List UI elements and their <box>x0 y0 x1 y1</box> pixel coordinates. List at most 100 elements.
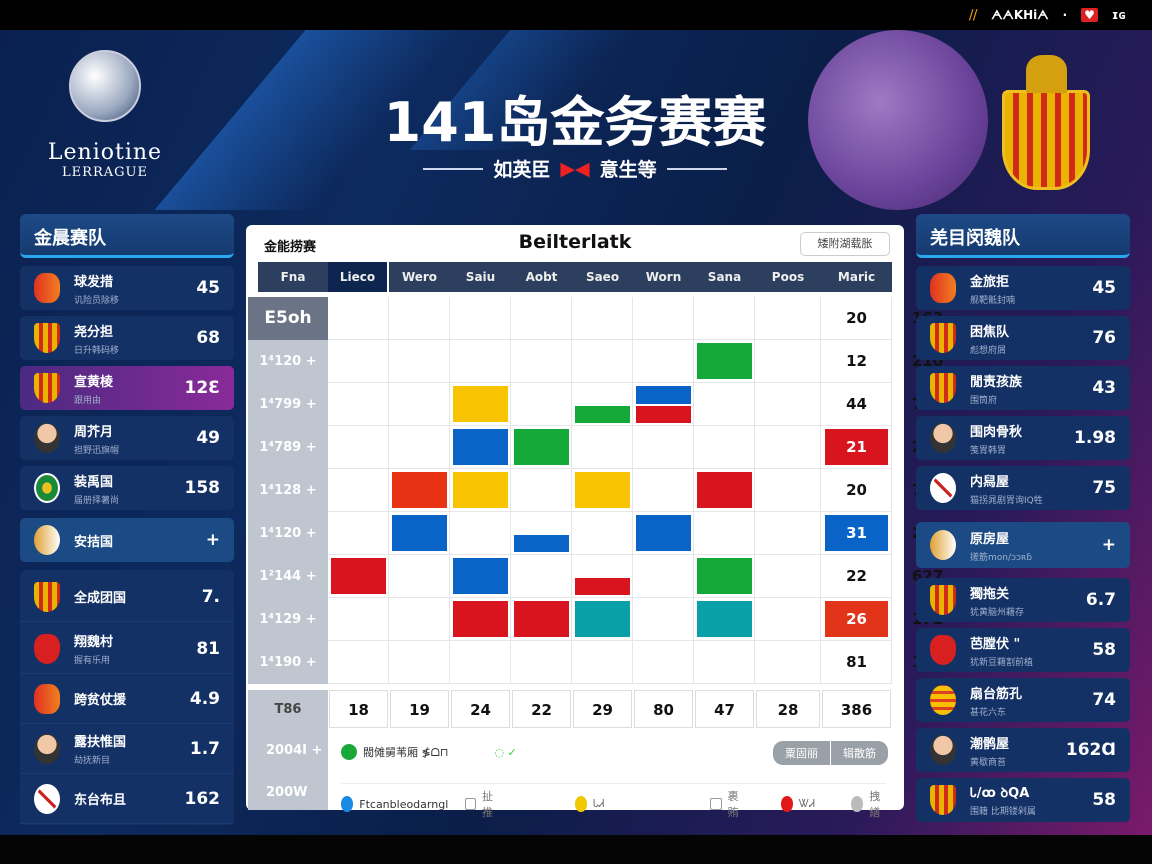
result-block[interactable] <box>636 386 691 404</box>
result-block[interactable] <box>453 601 508 637</box>
result-block[interactable] <box>392 515 447 551</box>
grid-cell <box>389 297 450 340</box>
column-header[interactable]: Lieco <box>328 262 389 292</box>
column-header[interactable]: Sana <box>694 262 755 292</box>
column-header[interactable]: Fna <box>258 262 328 292</box>
row-label[interactable]: 1⁴129 + <box>248 598 328 641</box>
result-block[interactable] <box>453 386 508 422</box>
team-row[interactable]: 跨贫仗援 4.9 <box>20 674 234 724</box>
team-row[interactable]: 獨拖关 犹黄脑州藉存 6.7 <box>916 578 1130 622</box>
result-block[interactable] <box>453 429 508 465</box>
team-row[interactable]: 潮鹘屋 黄歇商苔 162Ɑ <box>916 728 1130 772</box>
ball-stripe-icon <box>930 685 956 715</box>
team-row[interactable]: 困焦队 彪想府屑 76 <box>916 316 1130 360</box>
result-block[interactable] <box>514 534 569 552</box>
league-logo: Leniotine LERRAGUE <box>40 50 170 180</box>
add-icon[interactable] <box>850 796 864 812</box>
result-block[interactable] <box>697 601 752 637</box>
board-title: Beilterlatk <box>518 231 632 253</box>
team-row[interactable]: 全成团国 7. <box>20 572 234 622</box>
column-header[interactable]: Poos <box>755 262 821 292</box>
result-block[interactable] <box>636 515 691 551</box>
team-subtitle: 握有乐用 <box>74 656 111 666</box>
total-value: 29 <box>573 690 632 728</box>
result-block[interactable] <box>514 601 569 637</box>
grid-cell <box>450 426 511 469</box>
result-block[interactable] <box>331 558 386 594</box>
row-label[interactable]: 1⁴128 + <box>248 469 328 512</box>
left-add-team-button[interactable]: 安拮国 + <box>20 518 234 562</box>
team-row[interactable]: 宣黄棱 跟用由 12Ɛ <box>20 366 234 410</box>
result-block[interactable] <box>575 577 630 595</box>
team-row[interactable]: 球发措 讥险员除移 45 <box>20 266 234 310</box>
row-label[interactable]: 1⁴789 + <box>248 426 328 469</box>
column-header[interactable]: Aobt <box>511 262 572 292</box>
column-header[interactable]: Saiu <box>450 262 511 292</box>
alert-icon[interactable] <box>780 796 793 812</box>
notification-icon[interactable]: ♥ <box>1081 8 1098 22</box>
refresh-icon[interactable] <box>341 744 357 760</box>
team-row[interactable]: 装禹国 届册择薯尚 158 <box>20 466 234 510</box>
plus-icon[interactable]: + <box>1101 535 1116 555</box>
grid-cell <box>389 555 450 598</box>
result-block[interactable] <box>514 429 569 465</box>
result-block[interactable] <box>697 343 752 379</box>
box-icon[interactable] <box>464 798 476 810</box>
team-row[interactable]: 围肉骨秋 笺胃韩胃 1.98 <box>916 416 1130 460</box>
coin-icon[interactable] <box>574 796 588 812</box>
column-header[interactable]: Maric <box>821 262 892 292</box>
result-block[interactable] <box>575 472 630 508</box>
row-label[interactable]: 1⁴799 + <box>248 383 328 426</box>
mascot-icon <box>930 530 956 560</box>
top-bar: ⧸⧸ ᗅᗅKHiᗅ · ♥ ɪɢ <box>0 0 1152 30</box>
result-block[interactable] <box>636 405 691 423</box>
team-value: 1.7 <box>189 738 220 759</box>
result-block[interactable] <box>575 405 630 423</box>
right-add-team-button[interactable]: 原房屋 搓筋mon/ɔɔʀɓ + <box>916 522 1130 568</box>
team-row[interactable]: 内舄屋 猫拐晁剧胃询IQ牲 75 <box>916 466 1130 510</box>
points-value: 22 <box>846 567 867 585</box>
team-row[interactable]: 金旅拒 舰靶骶封喃 45 <box>916 266 1130 310</box>
grid-cell <box>572 297 633 340</box>
team-row[interactable]: Ꮣ/ꝏ ꝺQA 围籍 比期镂剁属 58 <box>916 778 1130 822</box>
water-icon[interactable] <box>341 796 354 812</box>
team-row[interactable]: 芭膛伏 " 犹新豆藉割前植 58 <box>916 628 1130 672</box>
result-block[interactable] <box>453 558 508 594</box>
team-row[interactable]: 露扶惟国 劫抚新目 1.7 <box>20 724 234 774</box>
result-block[interactable] <box>453 472 508 508</box>
team-name: 宣黄棱 <box>74 374 114 390</box>
grid-cell <box>821 641 892 684</box>
row-label[interactable]: 1⁴120 + <box>248 512 328 555</box>
row-label[interactable]: E5oh <box>248 297 328 340</box>
board-action-button[interactable]: 矮附湖载胀 <box>800 232 890 256</box>
brand-label[interactable]: ᗅᗅKHiᗅ <box>991 7 1049 22</box>
result-block[interactable] <box>697 472 752 508</box>
grid-cell <box>450 512 511 555</box>
grid-cell <box>821 512 892 555</box>
row-label[interactable]: 1⁴120 + <box>248 340 328 383</box>
right-panel-title: 羌目闵魏队 <box>916 214 1130 258</box>
team-subtitle: 担野迅旗帽 <box>74 445 120 456</box>
column-header[interactable]: Saeo <box>572 262 633 292</box>
grid-cell <box>511 469 572 512</box>
team-name: 内舄屋 <box>970 474 1010 490</box>
team-row[interactable]: 扇台筋孔 甚花六东 74 <box>916 678 1130 722</box>
grid-cell <box>572 383 633 426</box>
plus-icon[interactable]: + <box>205 530 220 550</box>
team-subtitle: 猫拐晁剧胃询IQ牲 <box>970 495 1043 506</box>
column-header[interactable]: Wero <box>389 262 450 292</box>
row-label[interactable]: 1⁴190 + <box>248 641 328 684</box>
column-header[interactable]: Worn <box>633 262 694 292</box>
result-block[interactable] <box>697 558 752 594</box>
footer-button[interactable]: 辑散筋 <box>831 741 888 765</box>
result-block[interactable] <box>575 601 630 637</box>
team-row[interactable]: 尧分担 日升韩码移 68 <box>20 316 234 360</box>
cart-icon[interactable] <box>710 798 722 810</box>
team-row[interactable]: 东台布且 162 <box>20 774 234 824</box>
team-row[interactable]: 翔魏村 握有乐用 81 <box>20 624 234 674</box>
team-row[interactable]: 周芥月 担野迅旗帽 49 <box>20 416 234 460</box>
footer-button[interactable]: 粟固丽 <box>773 741 830 765</box>
result-block[interactable] <box>392 472 447 508</box>
row-label[interactable]: 1²144 + <box>248 555 328 598</box>
team-row[interactable]: 閒责孩族 围筒府 43 <box>916 366 1130 410</box>
